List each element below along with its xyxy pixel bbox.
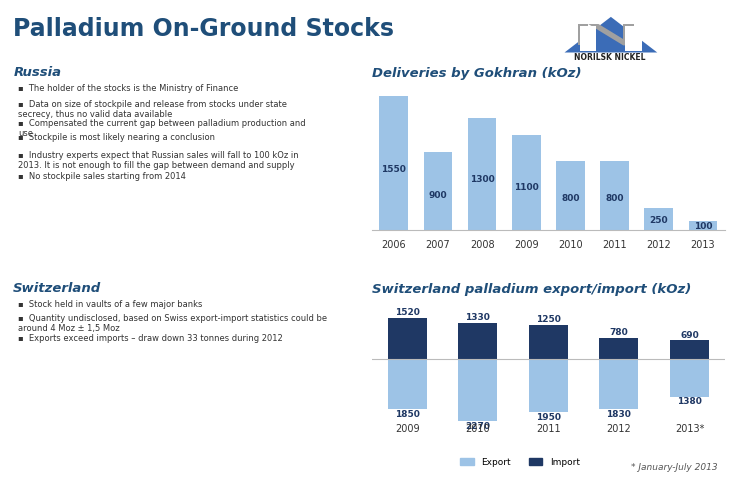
Text: 2013*: 2013* (675, 424, 704, 434)
Text: 2270: 2270 (465, 422, 490, 430)
Text: Deliveries by Gokhran (kOz): Deliveries by Gokhran (kOz) (372, 66, 581, 80)
Bar (459, 323, 497, 359)
Text: 1520: 1520 (394, 308, 420, 317)
Bar (645, 208, 673, 230)
Bar (380, 96, 408, 230)
Text: 100: 100 (693, 222, 712, 230)
Bar (689, 222, 717, 230)
Text: ▪  Quantity undisclosed, based on Swiss export-import statistics could be
around: ▪ Quantity undisclosed, based on Swiss e… (18, 314, 328, 334)
Text: 800: 800 (561, 194, 580, 203)
Text: Palladium On-Ground Stocks: Palladium On-Ground Stocks (13, 18, 394, 42)
Text: * January-July 2013: * January-July 2013 (631, 462, 718, 471)
Bar (529, 325, 567, 359)
Bar (388, 359, 427, 410)
Text: ▪  The holder of the stocks is the Ministry of Finance: ▪ The holder of the stocks is the Minist… (18, 84, 238, 93)
Bar (529, 359, 567, 412)
Text: 1380: 1380 (677, 398, 702, 406)
Text: 250: 250 (649, 216, 668, 225)
Bar (600, 338, 638, 359)
Text: 780: 780 (609, 328, 629, 337)
Legend: Export, Import: Export, Import (457, 454, 583, 470)
Polygon shape (565, 17, 657, 52)
Polygon shape (578, 24, 588, 46)
Text: 2012: 2012 (606, 424, 631, 434)
Polygon shape (623, 24, 634, 46)
Text: ▪  Stock held in vaults of a few major banks: ▪ Stock held in vaults of a few major ba… (18, 300, 203, 309)
Text: ▪  Industry experts expect that Russian sales will fall to 100 kOz in
2013. It i: ▪ Industry experts expect that Russian s… (18, 151, 299, 171)
Text: Switzerland palladium export/import (kOz): Switzerland palladium export/import (kOz… (372, 282, 691, 296)
Text: ▪  Data on size of stockpile and release from stocks under state
secrecy, thus n: ▪ Data on size of stockpile and release … (18, 100, 287, 119)
Text: 1550: 1550 (381, 165, 406, 174)
Bar (424, 152, 452, 230)
Bar (459, 359, 497, 421)
Text: 690: 690 (680, 330, 699, 340)
Bar (600, 359, 638, 409)
Text: 1300: 1300 (470, 175, 495, 184)
Text: ▪  Stockpile is most likely nearing a conclusion: ▪ Stockpile is most likely nearing a con… (18, 134, 216, 142)
Polygon shape (626, 26, 642, 51)
Text: 1250: 1250 (536, 316, 561, 324)
Text: 1850: 1850 (394, 410, 420, 419)
Bar (468, 118, 496, 230)
Bar (670, 359, 709, 397)
Bar (512, 135, 540, 230)
Bar (670, 340, 709, 359)
Text: 1330: 1330 (465, 313, 490, 322)
Polygon shape (580, 26, 596, 51)
Text: 2009: 2009 (394, 424, 420, 434)
Text: Switzerland: Switzerland (13, 282, 102, 296)
Text: 1950: 1950 (536, 413, 561, 422)
Text: 800: 800 (605, 194, 624, 203)
Polygon shape (588, 24, 634, 46)
Text: 900: 900 (428, 190, 447, 200)
Text: NORILSK NICKEL: NORILSK NICKEL (573, 54, 645, 62)
Text: ▪  Exports exceed imports – draw down 33 tonnes during 2012: ▪ Exports exceed imports – draw down 33 … (18, 334, 283, 343)
Text: Russia: Russia (13, 66, 61, 80)
Text: 1830: 1830 (606, 410, 631, 418)
Text: 1100: 1100 (514, 182, 539, 192)
Bar (388, 318, 427, 359)
Bar (600, 161, 629, 230)
Text: 2011: 2011 (536, 424, 561, 434)
Text: ▪  Compensated the current gap between palladium production and
use: ▪ Compensated the current gap between pa… (18, 119, 306, 139)
Text: 2010: 2010 (465, 424, 490, 434)
Bar (556, 161, 585, 230)
Text: ▪  No stockpile sales starting from 2014: ▪ No stockpile sales starting from 2014 (18, 172, 186, 181)
